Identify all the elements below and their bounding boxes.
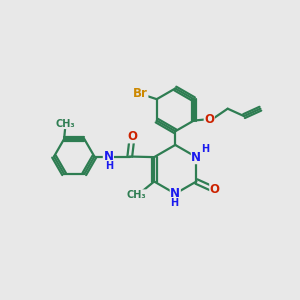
Text: Br: Br: [133, 87, 148, 100]
Text: CH₃: CH₃: [127, 190, 146, 200]
Text: H: H: [201, 144, 209, 154]
Text: O: O: [127, 130, 137, 143]
Text: CH₃: CH₃: [56, 118, 75, 129]
Text: O: O: [204, 112, 214, 126]
Text: H: H: [170, 198, 178, 208]
Text: N: N: [103, 150, 113, 163]
Text: H: H: [105, 161, 113, 171]
Text: O: O: [210, 183, 220, 196]
Text: N: N: [170, 187, 180, 200]
Text: N: N: [191, 151, 201, 164]
